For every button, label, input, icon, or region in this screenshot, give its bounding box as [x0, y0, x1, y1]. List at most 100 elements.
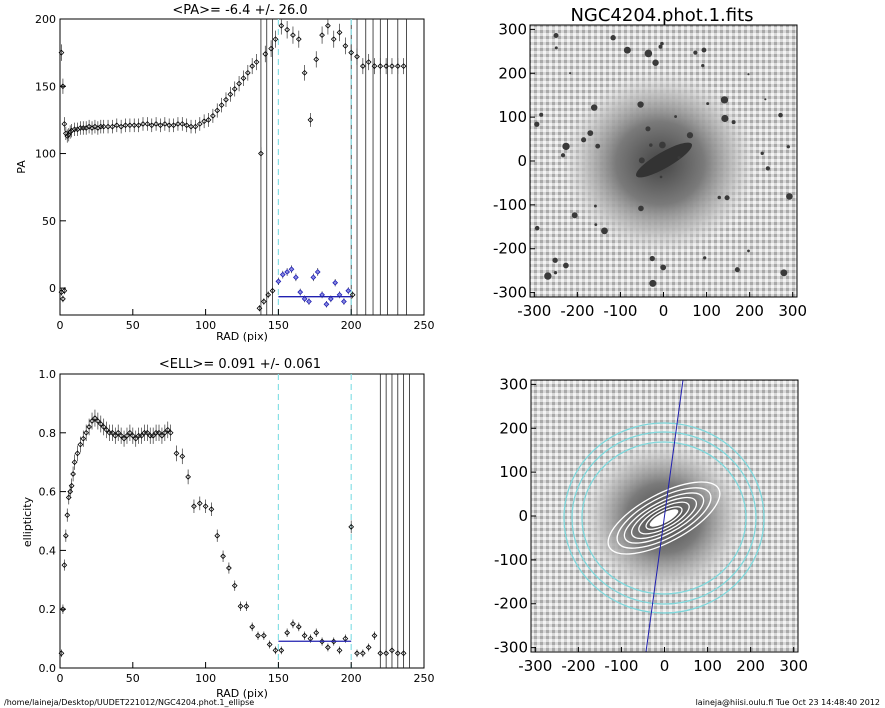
pa-data-point — [314, 269, 321, 275]
isophote-x-tick-label: 100 — [693, 657, 722, 675]
ellipticity-data-point — [132, 435, 139, 442]
galaxy-x-tick-label: 300 — [778, 302, 807, 320]
pa-data-point — [210, 113, 216, 119]
ellipticity-data-point — [86, 424, 92, 430]
star — [554, 46, 558, 50]
ellipticity-data-point — [255, 632, 261, 639]
pa-data-point — [383, 63, 390, 69]
galaxy-y-tick-label: 0 — [517, 152, 527, 170]
ellipticity-data-point — [383, 650, 390, 657]
star — [623, 46, 631, 54]
ellipticity-data-point — [354, 650, 360, 657]
ellipticity-data-point — [173, 450, 180, 457]
star — [638, 205, 644, 212]
ellipticity-x-tick-label: 150 — [268, 672, 289, 685]
pa-data-point — [284, 269, 291, 275]
pa-data-point — [262, 51, 269, 57]
pa-data-point — [109, 123, 116, 130]
pa-x-tick-label: 0 — [57, 319, 64, 332]
pa-data-point — [218, 102, 225, 108]
outer-isophote-contour — [571, 431, 757, 605]
pa-data-point — [354, 53, 360, 60]
pa-data-point — [310, 274, 317, 281]
pa-x-tick-label: 200 — [341, 319, 362, 332]
ellipticity-data-point — [167, 429, 174, 436]
ellipticity-data-point — [61, 562, 68, 568]
star — [778, 112, 783, 118]
ellipticity-data-point — [164, 426, 171, 433]
pa-data-point — [205, 117, 212, 123]
pa-y-axis-label: PA — [15, 160, 28, 174]
pa-data-point — [166, 122, 173, 129]
star — [590, 104, 598, 111]
ellipticity-x-axis-label: RAD (pix) — [216, 687, 268, 700]
ellipticity-data-point — [260, 632, 267, 639]
star — [594, 223, 598, 227]
star — [637, 101, 644, 108]
pa-data-point — [118, 123, 125, 130]
pa-data-point — [100, 123, 107, 130]
ellipticity-y-tick-label: 0.0 — [39, 662, 57, 675]
pa-data-point — [377, 63, 384, 69]
pa-data-point — [214, 107, 221, 114]
outer-isophote-contour — [563, 422, 765, 614]
ellipticity-data-point — [226, 565, 232, 571]
ellipticity-chart-title: <ELL>= 0.091 +/- 0.061 — [159, 357, 321, 372]
pa-data-point — [341, 298, 347, 305]
ellipticity-data-point — [150, 432, 157, 439]
ellipticity-data-point — [62, 532, 69, 539]
galaxy-y-tick-label: -100 — [493, 196, 527, 214]
ellipticity-data-point — [185, 474, 191, 480]
pa-data-point — [301, 295, 308, 302]
pa-data-point — [61, 121, 68, 127]
star — [649, 143, 653, 147]
ellipticity-data-point — [394, 650, 401, 657]
galaxy-image-panel: NGC4204.phot.1.fits -300 -200 -100 0 100 200 3… — [493, 5, 807, 320]
pa-data-point — [161, 121, 168, 127]
ellipticity-data-point — [127, 429, 133, 436]
pa-data-point — [144, 121, 151, 127]
pa-data-point — [105, 123, 111, 130]
pa-data-point — [394, 63, 401, 69]
ellipticity-data-point — [83, 429, 90, 436]
ellipticity-data-point — [371, 632, 378, 639]
ellipticity-data-point — [159, 432, 165, 439]
pa-x-tick-label: 100 — [195, 319, 216, 332]
ellipticity-data-point — [112, 432, 119, 439]
pa-data-point — [330, 36, 337, 43]
galaxy-x-tick-label: 0 — [659, 302, 669, 320]
ellipticity-data-point — [129, 432, 136, 439]
galaxy-bar — [636, 142, 692, 178]
star — [724, 195, 730, 201]
galaxy-y-tick-label: -200 — [493, 240, 527, 258]
star — [760, 151, 764, 155]
pa-data-point — [170, 122, 177, 129]
star — [587, 130, 594, 137]
pa-data-point — [153, 121, 159, 127]
star — [764, 98, 767, 101]
ellipticity-data-point — [60, 606, 66, 613]
ellipticity-data-point — [295, 623, 302, 630]
pa-data-point — [61, 287, 68, 294]
pa-data-point — [345, 287, 352, 294]
star — [649, 255, 655, 262]
pa-plot-content: 0 50 100 150 200 250 0 50 100 150 200 — [35, 13, 435, 332]
pa-data-point — [348, 49, 355, 56]
ellipticity-data-point — [92, 415, 98, 421]
pa-data-point — [295, 36, 302, 43]
ellipticity-data-point — [284, 629, 291, 636]
star — [571, 212, 578, 219]
pa-y-tick-label: 150 — [35, 80, 56, 93]
pa-data-point — [284, 26, 291, 33]
galaxy-x-tick-label: -300 — [517, 302, 551, 320]
isophote-x-tick-label: -200 — [561, 657, 595, 675]
isophote-y-tick-label: 100 — [499, 463, 528, 481]
ellipticity-data-point — [365, 644, 372, 651]
pa-x-tick-label: 50 — [126, 319, 140, 332]
pa-data-point — [307, 117, 314, 123]
pa-data-point — [231, 86, 238, 92]
pa-data-point — [196, 121, 203, 127]
star — [717, 195, 722, 200]
star — [595, 143, 601, 149]
